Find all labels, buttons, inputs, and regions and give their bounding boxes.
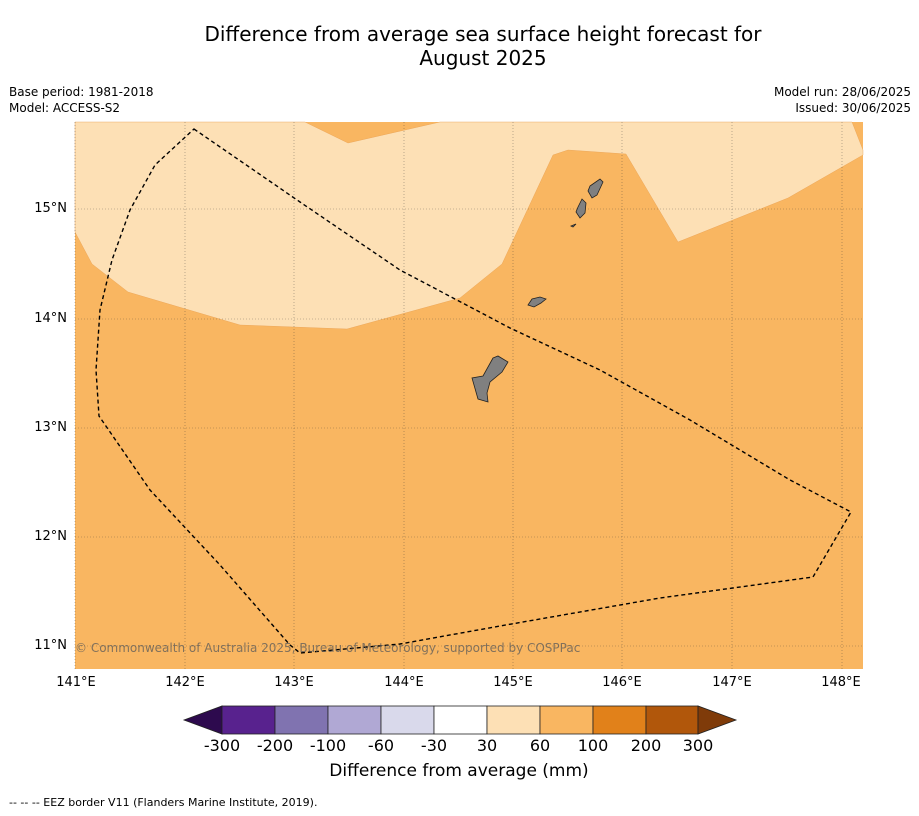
colorbar-label: 30	[476, 736, 498, 755]
model-run: Model run: 28/06/2025	[773, 85, 911, 99]
lat-label: 11°N	[34, 638, 67, 653]
model-name: Model: ACCESS-S2	[9, 101, 121, 115]
band-30-60	[74, 121, 864, 330]
colorbar-bin	[433, 705, 488, 735]
aguijan-island	[570, 223, 577, 228]
colorbar-bin	[645, 705, 699, 735]
colorbar-max-arrow	[697, 705, 738, 735]
colorbar-bin	[486, 705, 541, 735]
guam-island	[471, 355, 509, 403]
colorbar-bin	[327, 705, 382, 735]
map-title: Difference from average sea surface heig…	[0, 22, 919, 70]
copyright-notice: © Commonwealth of Australia 2025, Bureau…	[75, 641, 581, 655]
lon-label: 145°E	[493, 675, 533, 690]
colorbar-bin	[274, 705, 329, 735]
land-masses	[471, 178, 604, 403]
colorbar-label: 200	[630, 736, 662, 755]
tinian-island	[575, 198, 587, 219]
saipan-island	[587, 178, 604, 199]
issued-date: Issued: 30/06/2025	[795, 101, 911, 115]
lon-label: 146°E	[602, 675, 642, 690]
colorbar-min-arrow	[182, 705, 223, 735]
lat-label: 13°N	[34, 420, 67, 435]
meta-left: Base period: 1981-2018 Model: ACCESS-S2	[9, 84, 154, 116]
title-line-1: Difference from average sea surface heig…	[204, 22, 762, 46]
lon-label: 141°E	[56, 675, 96, 690]
eez-border	[95, 128, 852, 654]
colorbar-label: 300	[682, 736, 714, 755]
colorbar-bin	[592, 705, 647, 735]
lon-label: 142°E	[165, 675, 205, 690]
colorbar-label: -300	[203, 736, 241, 755]
lat-label: 15°N	[34, 201, 67, 216]
colorbar-label: -100	[309, 736, 347, 755]
rota-island	[527, 296, 547, 308]
lon-label: 143°E	[274, 675, 314, 690]
lat-label: 12°N	[34, 529, 67, 544]
colorbar-label: -30	[420, 736, 448, 755]
colorbar-label: 100	[577, 736, 609, 755]
lat-label: 14°N	[34, 311, 67, 326]
title-line-2: August 2025	[419, 46, 547, 70]
colorbar-label: 60	[529, 736, 551, 755]
colorbar	[182, 705, 738, 735]
colorbar-label: -200	[256, 736, 294, 755]
colorbar-label: -60	[367, 736, 395, 755]
lon-label: 144°E	[384, 675, 424, 690]
colorbar-bin	[380, 705, 435, 735]
colorbar-bin	[221, 705, 276, 735]
colorbar-title: Difference from average (mm)	[329, 761, 589, 781]
eez-footnote: -- -- -- EEZ border V11 (Flanders Marine…	[9, 796, 318, 809]
lon-label: 148°E	[821, 675, 861, 690]
meta-right: Model run: 28/06/2025 Issued: 30/06/2025	[774, 84, 911, 116]
lon-label: 147°E	[712, 675, 752, 690]
colorbar-bin	[539, 705, 594, 735]
base-period: Base period: 1981-2018	[9, 85, 154, 99]
gridlines	[74, 122, 863, 669]
